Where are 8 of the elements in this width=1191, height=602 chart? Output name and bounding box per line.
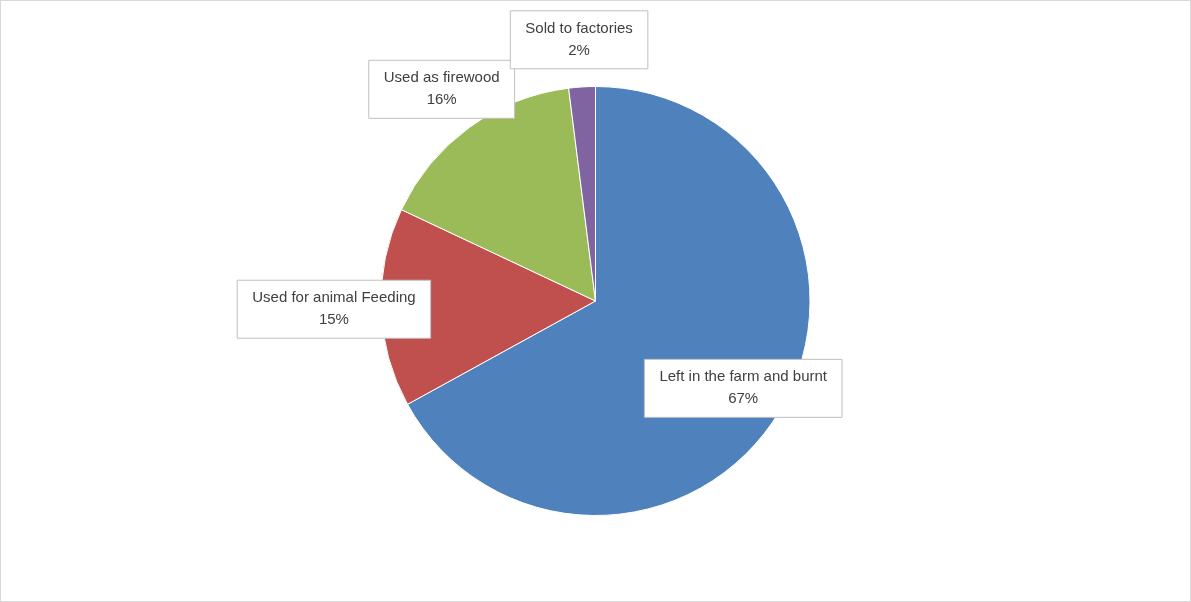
data-label: 2% — [568, 40, 590, 58]
data-label: 16% — [426, 90, 457, 108]
data-label: 67% — [728, 389, 759, 407]
data-label: 15% — [318, 310, 349, 328]
slice-label: Used as firewood — [383, 68, 500, 86]
slice-label: Sold to factories — [525, 18, 633, 36]
slice-label: Left in the farm and burnt — [659, 367, 828, 385]
slice-label: Used for animal Feeding — [252, 288, 416, 306]
